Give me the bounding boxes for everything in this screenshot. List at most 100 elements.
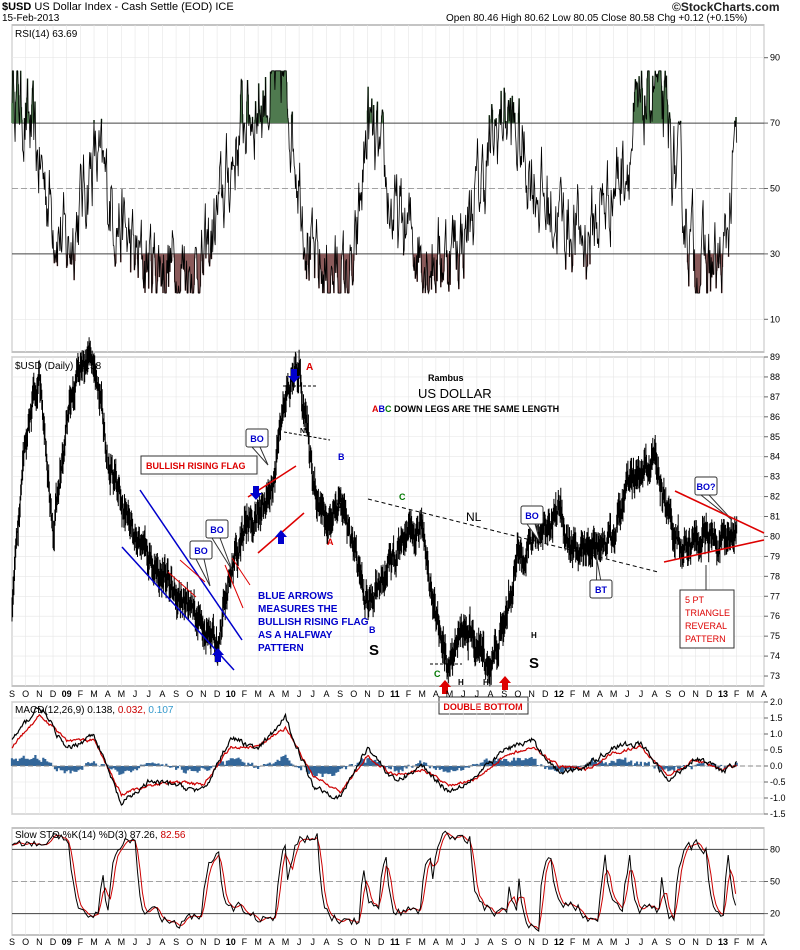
x-axis-label: S bbox=[501, 937, 507, 947]
description: US Dollar Index - Cash Settle (EOD) bbox=[34, 1, 213, 13]
sto-y-tick-label: 50 bbox=[770, 877, 780, 887]
blue-arrow-down bbox=[250, 486, 262, 500]
callout-box bbox=[205, 519, 229, 539]
x-axis-label: S bbox=[9, 689, 15, 699]
x-axis-label: A bbox=[597, 689, 603, 699]
callout-box bbox=[694, 476, 718, 496]
x-axis-label: N bbox=[528, 937, 535, 947]
red-flag-line bbox=[179, 559, 206, 583]
x-axis-label: M bbox=[254, 937, 262, 947]
x-axis-label: 12 bbox=[554, 937, 564, 947]
annotation-abc-legs: ABC DOWN LEGS ARE THE SAME LENGTH bbox=[372, 404, 559, 414]
x-axis-label: F bbox=[406, 689, 412, 699]
x-axis-label: O bbox=[350, 937, 357, 947]
x-axis-label: M bbox=[118, 689, 126, 699]
x-axis-label: M bbox=[418, 689, 426, 699]
macd-line bbox=[11, 707, 738, 806]
x-axis-label: M bbox=[254, 689, 262, 699]
x-axis-label: D bbox=[706, 937, 713, 947]
neckline-main bbox=[367, 498, 659, 573]
x-axis-label: A bbox=[433, 689, 439, 699]
annotation-letter-b: B bbox=[338, 452, 345, 462]
symbol: $USD bbox=[2, 1, 32, 13]
x-axis-label: M bbox=[282, 689, 290, 699]
blue-arrow-up bbox=[212, 648, 224, 662]
x-axis-label: D bbox=[378, 689, 385, 699]
x-axis-label: J bbox=[475, 689, 480, 699]
annotation-letter-b: B bbox=[369, 625, 376, 635]
annotation-nl-small: NL bbox=[336, 503, 346, 510]
x-axis-label: A bbox=[269, 689, 275, 699]
x-axis-label: D bbox=[706, 689, 713, 699]
x-axis-label: F bbox=[570, 937, 576, 947]
annotation-nl-small: NL bbox=[300, 428, 310, 435]
x-axis-label: D bbox=[542, 937, 549, 947]
sto-y-tick-label: 80 bbox=[770, 844, 780, 854]
x-axis-label: J bbox=[146, 689, 151, 699]
x-axis-label: 09 bbox=[62, 937, 72, 947]
annotation-bo: BO bbox=[250, 434, 264, 444]
annotation-letter-h: H bbox=[458, 678, 464, 687]
rsi-y-tick-label: 30 bbox=[770, 249, 780, 259]
x-axis-label: J bbox=[625, 689, 630, 699]
blue-channel-lower bbox=[121, 546, 235, 671]
x-axis-label: N bbox=[36, 689, 43, 699]
x-axis-label: O bbox=[514, 689, 521, 699]
annotation-bo: BO bbox=[210, 525, 224, 535]
price-y-tick-label: 81 bbox=[770, 512, 780, 522]
macd-y-tick-label: 0.0 bbox=[770, 761, 783, 771]
red-arrow-up bbox=[439, 680, 451, 694]
callout-box bbox=[589, 579, 613, 599]
price-y-tick-label: 84 bbox=[770, 452, 780, 462]
blue-channel-upper bbox=[139, 489, 243, 641]
x-axis-label: 11 bbox=[390, 937, 400, 947]
macd-y-tick-label: -1.0 bbox=[770, 793, 786, 803]
red-arrow-up bbox=[499, 676, 511, 690]
red-flag-line bbox=[167, 571, 197, 598]
x-axis-label: 13 bbox=[718, 937, 728, 947]
x-axis-label: N bbox=[692, 689, 699, 699]
annotation-double-bottom: DOUBLE BOTTOM bbox=[443, 702, 522, 712]
triangle-lower bbox=[663, 539, 765, 563]
x-axis-label: O bbox=[22, 689, 29, 699]
rsi-line bbox=[11, 70, 738, 295]
x-axis-label: A bbox=[488, 937, 494, 947]
x-axis-label: S bbox=[9, 937, 15, 947]
x-axis-label: M bbox=[747, 689, 755, 699]
macd-y-tick-label: -0.5 bbox=[770, 777, 786, 787]
x-axis-label: D bbox=[378, 937, 385, 947]
macd-y-tick-label: 1.5 bbox=[770, 713, 783, 723]
price-y-tick-label: 83 bbox=[770, 472, 780, 482]
x-axis-label: S bbox=[337, 689, 343, 699]
x-axis-label: A bbox=[323, 937, 329, 947]
x-axis-label: M bbox=[90, 689, 98, 699]
annotation-nl: NL bbox=[466, 510, 482, 524]
x-axis-label: N bbox=[364, 689, 371, 699]
sto-y-tick-label: 20 bbox=[770, 909, 780, 919]
x-axis-label: N bbox=[200, 689, 207, 699]
price-y-tick-label: 86 bbox=[770, 412, 780, 422]
x-axis-label: S bbox=[173, 937, 179, 947]
x-axis-label: 09 bbox=[62, 689, 72, 699]
callout-box bbox=[438, 696, 529, 715]
x-axis-label: D bbox=[214, 937, 221, 947]
annotation-letter-c: C bbox=[399, 492, 406, 502]
x-axis-label: M bbox=[583, 937, 591, 947]
x-axis-label: N bbox=[36, 937, 43, 947]
annotation-letter-h: H bbox=[531, 631, 537, 640]
x-axis-label: O bbox=[186, 937, 193, 947]
annotation-bo: BO bbox=[525, 511, 539, 521]
price-bars bbox=[11, 337, 738, 687]
price-y-tick-label: 88 bbox=[770, 372, 780, 382]
x-axis-label: A bbox=[159, 937, 165, 947]
price-y-tick-label: 80 bbox=[770, 531, 780, 541]
annotation-rambus: Rambus bbox=[428, 373, 464, 383]
blue-arrow-down bbox=[288, 369, 300, 383]
x-axis-label: O bbox=[678, 937, 685, 947]
annotation-triangle-pattern: 5 PT TRIANGLE REVERAL PATTERN bbox=[685, 595, 730, 644]
x-axis-label: M bbox=[747, 937, 755, 947]
x-axis-label: J bbox=[133, 937, 138, 947]
x-axis-label: N bbox=[528, 689, 535, 699]
x-axis-label: D bbox=[542, 689, 549, 699]
x-axis-label: M bbox=[446, 689, 454, 699]
